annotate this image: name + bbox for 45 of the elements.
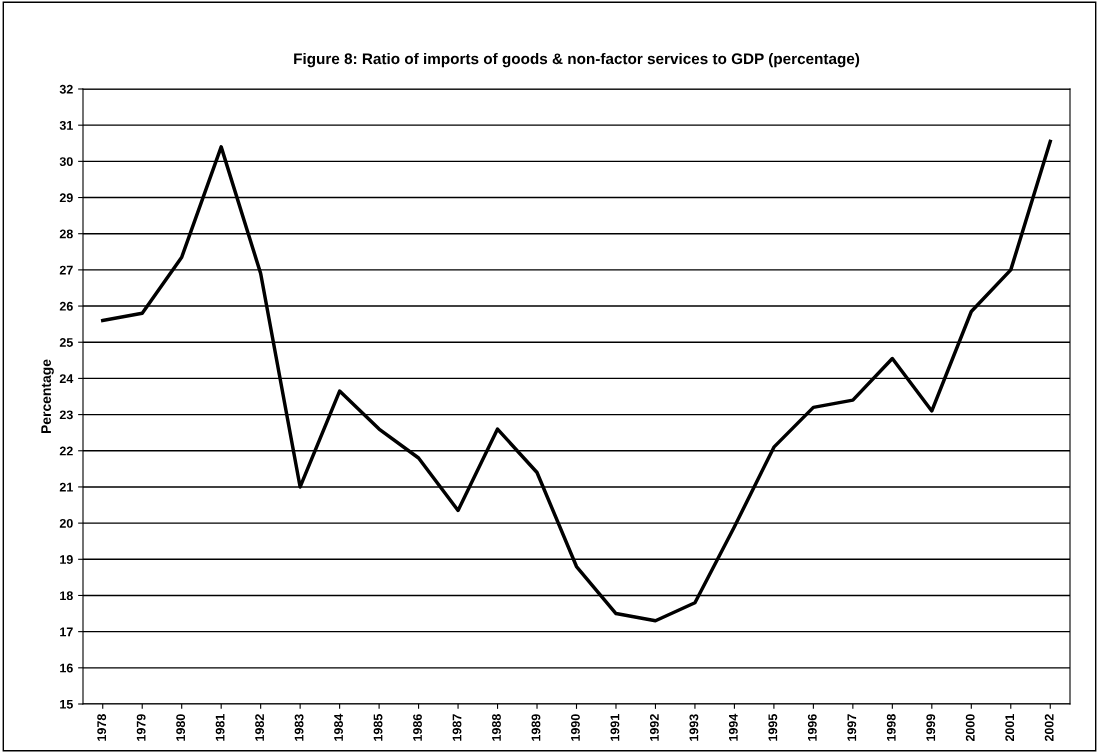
x-tick-label: 1999 (926, 714, 936, 741)
x-tick-label: 1986 (413, 714, 422, 741)
y-tick-label: 28 (59, 229, 73, 239)
x-tick-label: 2001 (1005, 714, 1015, 742)
x-tick-label: 1984 (334, 713, 343, 741)
x-tick-label: 1979 (136, 714, 146, 741)
y-axis-title: Percentage (41, 359, 54, 434)
chart-title: Figure 8: Ratio of imports of goods & non-factor services to GDP (percentage) (294, 52, 860, 68)
y-tick-label: 27 (59, 265, 73, 275)
y-tick-label: 31 (59, 120, 73, 130)
y-tick-label: 24 (59, 374, 74, 383)
x-tick-label: 1985 (373, 714, 383, 741)
y-tick-label: 22 (59, 446, 73, 456)
y-tick-label: 25 (59, 338, 73, 347)
y-tick-label: 16 (60, 663, 73, 673)
x-tick-label: 1981 (215, 714, 225, 741)
y-tick-label: 32 (59, 84, 73, 94)
x-tick-label: 1992 (649, 714, 659, 741)
x-tick-label: 1997 (847, 714, 857, 741)
y-tick-label: 17 (60, 627, 73, 637)
y-tick-label: 23 (59, 410, 73, 420)
y-tick-label: 29 (59, 193, 73, 203)
x-tick-label: 1987 (452, 714, 462, 741)
x-tick-label: 2002 (1044, 714, 1054, 742)
y-tick-label: 15 (60, 699, 73, 709)
x-tick-label: 1989 (531, 714, 541, 741)
y-tick-label: 30 (59, 157, 73, 167)
x-tick-label: 1995 (768, 714, 778, 741)
y-tick-label: 19 (60, 555, 73, 564)
x-tick-label: 1982 (255, 714, 265, 741)
x-tick-label: 1988 (492, 714, 501, 741)
x-tick-label: 2000 (965, 714, 975, 742)
x-tick-label: 1990 (571, 714, 580, 741)
x-tick-label: 1980 (176, 714, 186, 741)
x-tick-label: 1991 (610, 714, 620, 741)
y-tick-label: 20 (59, 518, 73, 528)
x-tick-label: 1996 (807, 714, 817, 741)
y-tick-label: 26 (59, 301, 73, 311)
x-tick-label: 1983 (294, 714, 304, 741)
x-tick-label: 1998 (886, 714, 896, 741)
x-tick-label: 1978 (97, 714, 107, 741)
x-tick-label: 1993 (689, 714, 699, 741)
y-tick-label: 21 (59, 482, 73, 492)
x-tick-label: 1994 (728, 713, 738, 741)
y-tick-label: 18 (60, 591, 73, 601)
